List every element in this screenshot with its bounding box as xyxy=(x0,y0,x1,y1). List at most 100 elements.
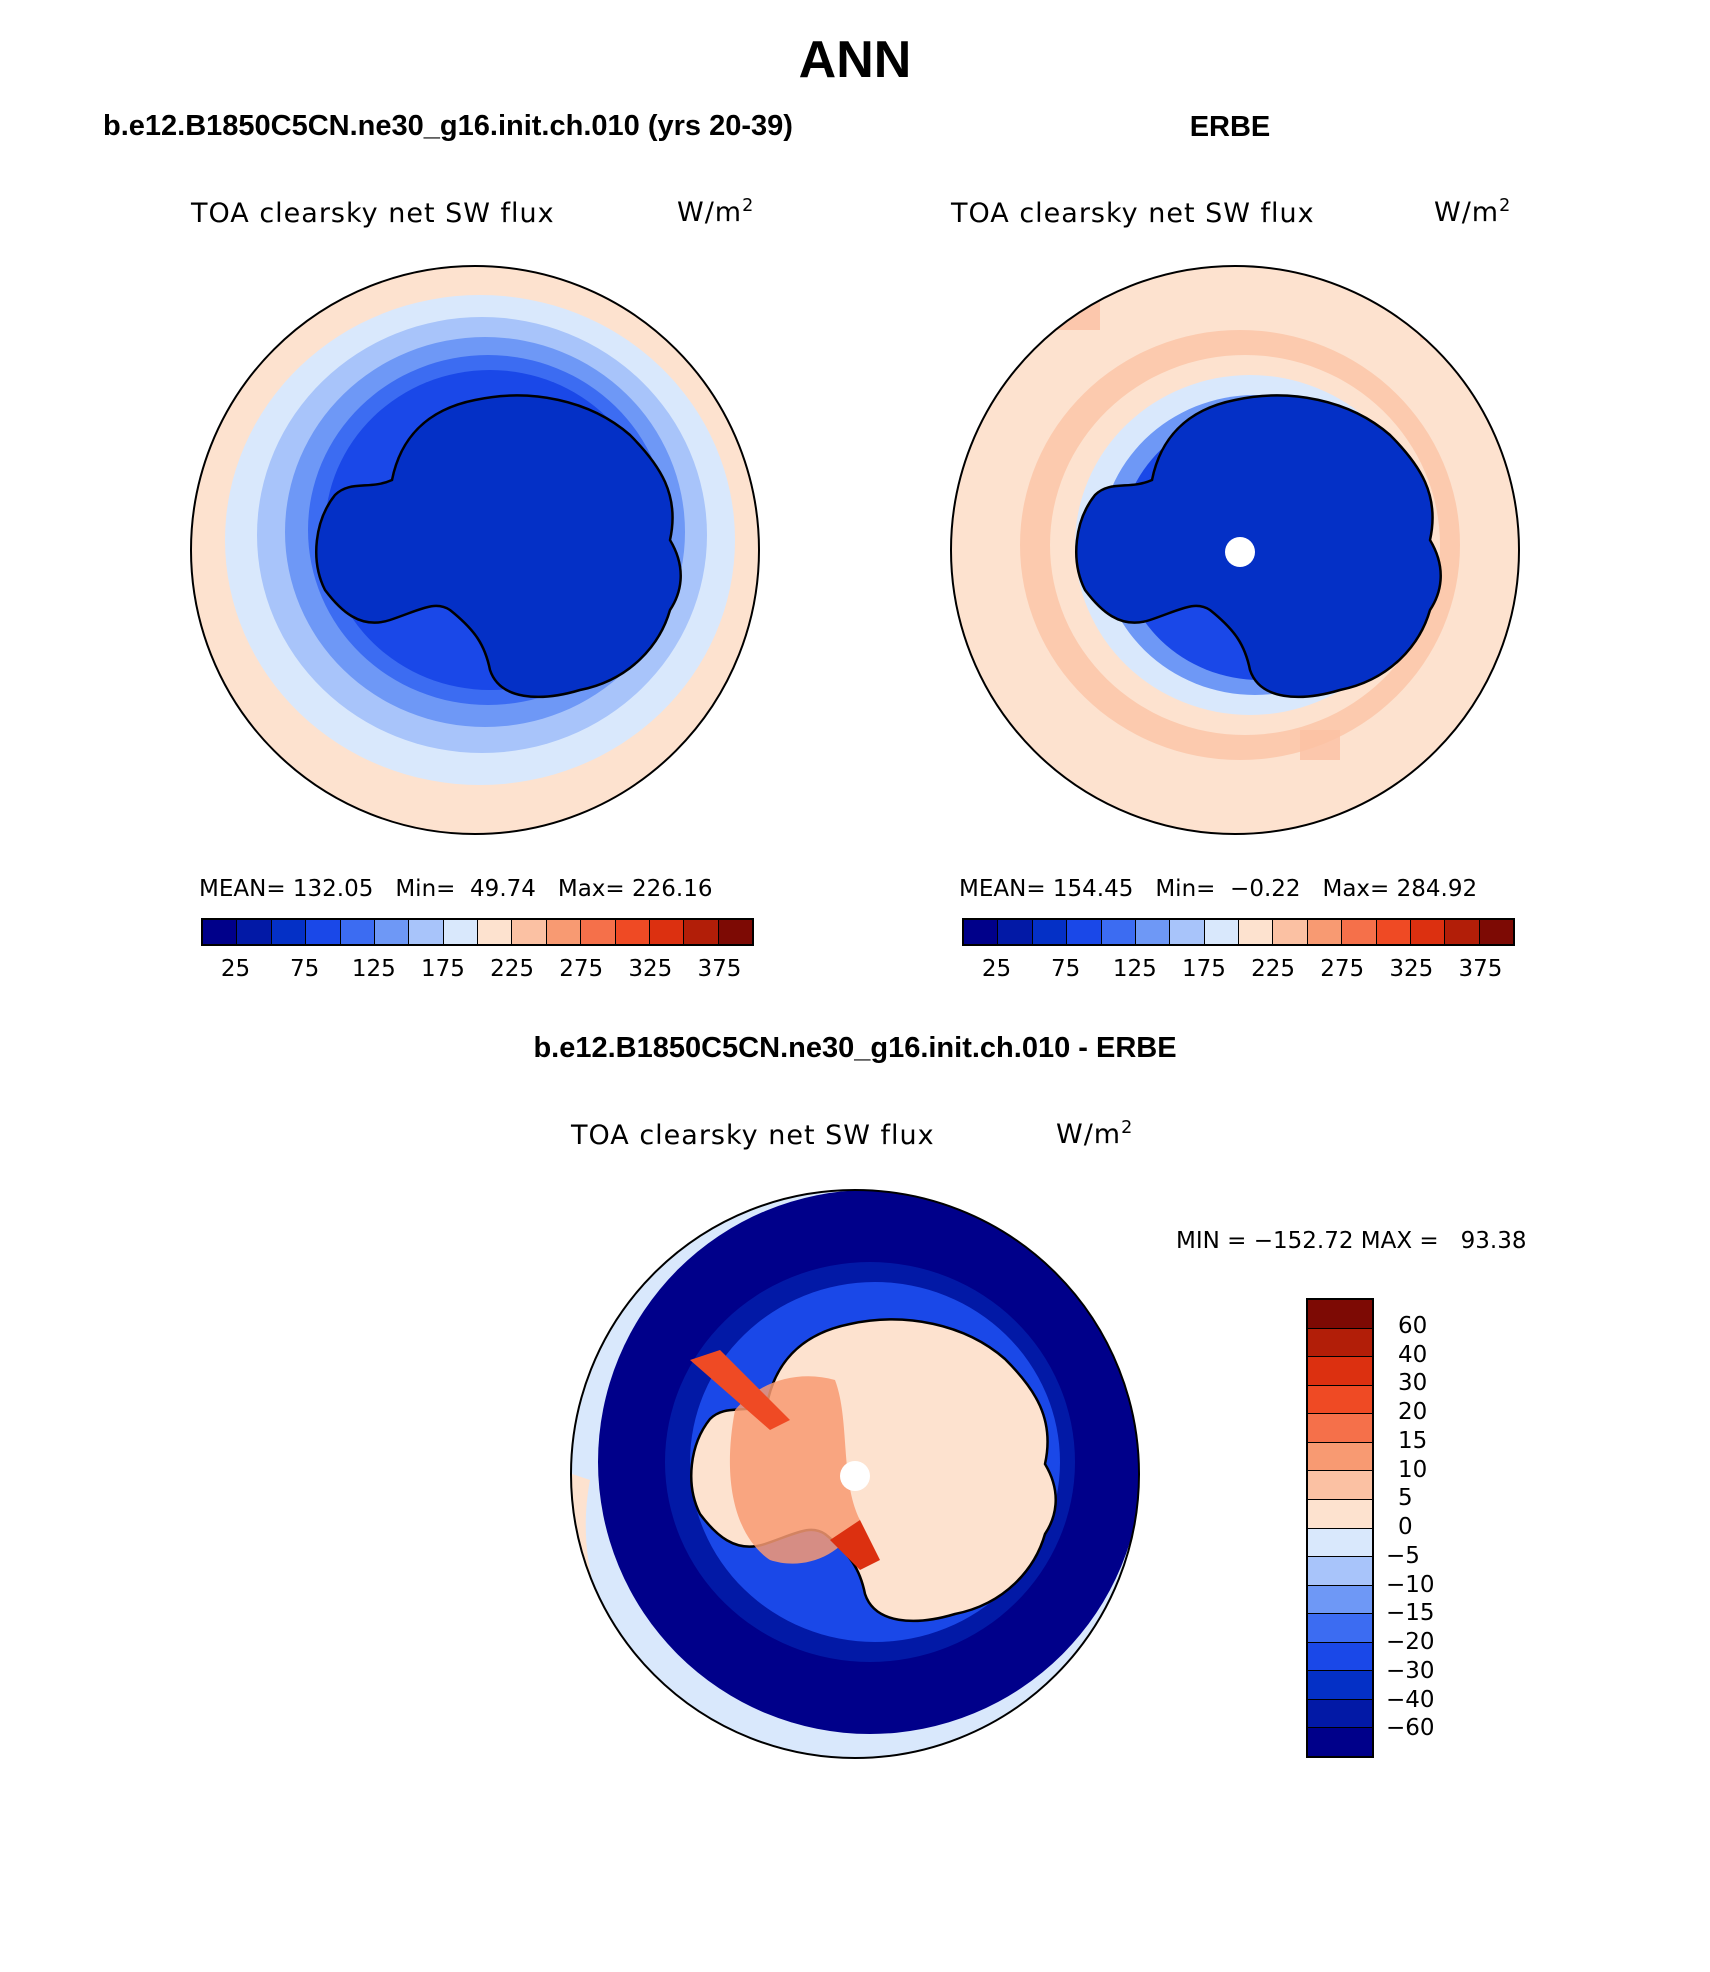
diff-colorbar-swatch xyxy=(1308,1642,1372,1672)
test-colorbar-tick-label: 75 xyxy=(290,956,320,982)
diff-colorbar-swatch xyxy=(1308,1442,1372,1472)
test-colorbar-swatch xyxy=(271,920,307,944)
obs-colorbar-tick-label: 125 xyxy=(1112,956,1157,982)
test-colorbar-tick-label: 125 xyxy=(351,956,396,982)
diff-colorbar-swatch xyxy=(1308,1699,1372,1729)
diff-colorbar-tick-label: −20 xyxy=(1386,1629,1435,1655)
diff-colorbar-ticks: −60 −40 −30 −20 −15 −10 −5 0 5 10 15 20 30 40 60 xyxy=(1386,1298,1506,1758)
test-colorbar-tick-label: 375 xyxy=(697,956,742,982)
obs-colorbar-swatch xyxy=(1479,920,1513,944)
obs-colorbar-swatch xyxy=(1204,920,1239,944)
test-colorbar-swatch xyxy=(684,920,719,944)
diff-colorbar-swatch xyxy=(1308,1328,1372,1358)
test-colorbar-tick-label: 275 xyxy=(559,956,604,982)
obs-colorbar-swatch xyxy=(964,920,999,944)
test-colorbar-swatch xyxy=(306,920,341,944)
obs-variable-label: TOA clearsky net SW flux xyxy=(951,198,1315,229)
diff-colorbar-swatch xyxy=(1308,1557,1372,1586)
obs-colorbar-swatch xyxy=(1101,920,1136,944)
diff-colorbar-tick-label: 5 xyxy=(1398,1485,1413,1512)
test-colorbar-swatch xyxy=(478,920,513,944)
diff-colorbar-swatch xyxy=(1308,1499,1372,1529)
diff-title: b.e12.B1850C5CN.ne30_g16.init.ch.010 - E… xyxy=(533,1032,1177,1064)
diff-colorbar-tick-label: 60 xyxy=(1398,1312,1428,1339)
test-units-label: W/m2 xyxy=(677,196,755,228)
test-colorbar-swatch xyxy=(615,920,650,944)
obs-colorbar-tick-label: 275 xyxy=(1320,956,1365,982)
test-colorbar-ticks: 25 75 125 175 225 275 325 375 xyxy=(201,956,754,986)
obs-colorbar-swatch xyxy=(1239,920,1274,944)
test-colorbar-swatch xyxy=(409,920,444,944)
diff-colorbar-tick-label: 0 xyxy=(1398,1514,1413,1540)
test-colorbar-swatch xyxy=(443,920,478,944)
obs-colorbar-tick-label: 225 xyxy=(1251,956,1296,982)
test-colorbar xyxy=(201,918,754,946)
test-colorbar-swatch xyxy=(203,920,238,944)
obs-colorbar-swatch xyxy=(1342,920,1377,944)
obs-polar-map xyxy=(951,266,1519,834)
diff-colorbar-swatch xyxy=(1308,1385,1372,1415)
obs-colorbar-tick-label: 75 xyxy=(1051,956,1081,982)
diff-colorbar-tick-label: −5 xyxy=(1386,1542,1420,1569)
obs-colorbar-tick-label: 175 xyxy=(1181,956,1226,982)
obs-colorbar-swatch xyxy=(1067,920,1102,944)
test-colorbar-swatch xyxy=(546,920,582,944)
diff-colorbar-tick-label: 40 xyxy=(1398,1341,1428,1368)
obs-colorbar-swatch xyxy=(1135,920,1171,944)
test-colorbar-tick-label: 175 xyxy=(420,956,465,982)
test-colorbar-swatch xyxy=(340,920,375,944)
test-colorbar-swatch xyxy=(512,920,547,944)
obs-colorbar-tick-label: 325 xyxy=(1389,956,1434,982)
diff-colorbar-tick-label: 20 xyxy=(1398,1399,1428,1425)
obs-colorbar xyxy=(962,918,1515,946)
diff-colorbar-tick-label: −10 xyxy=(1386,1571,1435,1598)
diff-colorbar-swatch xyxy=(1308,1471,1372,1500)
diff-colorbar-tick-label: −60 xyxy=(1386,1715,1435,1742)
diff-colorbar-swatch xyxy=(1308,1414,1372,1443)
diff-colorbar-swatch xyxy=(1308,1728,1372,1756)
obs-colorbar-swatch xyxy=(1032,920,1068,944)
obs-colorbar-swatch xyxy=(1307,920,1343,944)
obs-colorbar-swatch xyxy=(998,920,1033,944)
obs-colorbar-tick-label: 25 xyxy=(981,956,1012,982)
test-case-title: b.e12.B1850C5CN.ne30_g16.init.ch.010 (yr… xyxy=(103,110,793,142)
diff-polar-map xyxy=(571,1190,1139,1758)
diff-variable-label: TOA clearsky net SW flux xyxy=(571,1120,935,1151)
diff-colorbar xyxy=(1306,1298,1374,1758)
test-colorbar-swatch xyxy=(237,920,272,944)
page-title: ANN xyxy=(798,31,912,89)
obs-colorbar-tick-label: 375 xyxy=(1458,956,1503,982)
diff-colorbar-swatch xyxy=(1308,1585,1372,1615)
diff-units-label: W/m2 xyxy=(1056,1118,1134,1150)
diff-colorbar-tick-label: 10 xyxy=(1398,1456,1428,1483)
test-variable-label: TOA clearsky net SW flux xyxy=(191,198,555,229)
obs-colorbar-ticks: 25 75 125 175 225 275 325 375 xyxy=(962,956,1515,986)
obs-stats: MEAN= 154.45 Min= −0.22 Max= 284.92 xyxy=(959,876,1478,902)
diff-colorbar-swatch xyxy=(1308,1614,1372,1643)
obs-colorbar-swatch xyxy=(1170,920,1205,944)
test-colorbar-tick-label: 325 xyxy=(628,956,673,982)
diff-colorbar-tick-label: −40 xyxy=(1386,1686,1435,1713)
obs-title: ERBE xyxy=(1189,111,1271,143)
diff-minmax: MIN = −152.72 MAX = 93.38 xyxy=(1176,1228,1527,1254)
test-polar-map xyxy=(191,266,759,834)
diff-colorbar-swatch xyxy=(1308,1528,1372,1558)
test-colorbar-swatch xyxy=(649,920,685,944)
diff-colorbar-tick-label: −30 xyxy=(1386,1657,1435,1684)
test-colorbar-tick-label: 225 xyxy=(490,956,535,982)
obs-colorbar-swatch xyxy=(1410,920,1446,944)
diff-colorbar-swatch xyxy=(1308,1357,1372,1386)
diff-colorbar-tick-label: 30 xyxy=(1398,1370,1428,1397)
diff-colorbar-tick-label: 15 xyxy=(1398,1427,1428,1454)
test-colorbar-swatch xyxy=(718,920,752,944)
diff-colorbar-tick-label: −15 xyxy=(1386,1600,1435,1627)
obs-colorbar-swatch xyxy=(1376,920,1411,944)
test-colorbar-swatch xyxy=(581,920,616,944)
obs-units-label: W/m2 xyxy=(1434,196,1512,228)
diff-colorbar-swatch xyxy=(1308,1300,1372,1329)
test-stats: MEAN= 132.05 Min= 49.74 Max= 226.16 xyxy=(199,876,713,902)
test-colorbar-tick-label: 25 xyxy=(220,956,251,982)
diff-colorbar-swatch xyxy=(1308,1671,1372,1700)
obs-colorbar-swatch xyxy=(1273,920,1308,944)
